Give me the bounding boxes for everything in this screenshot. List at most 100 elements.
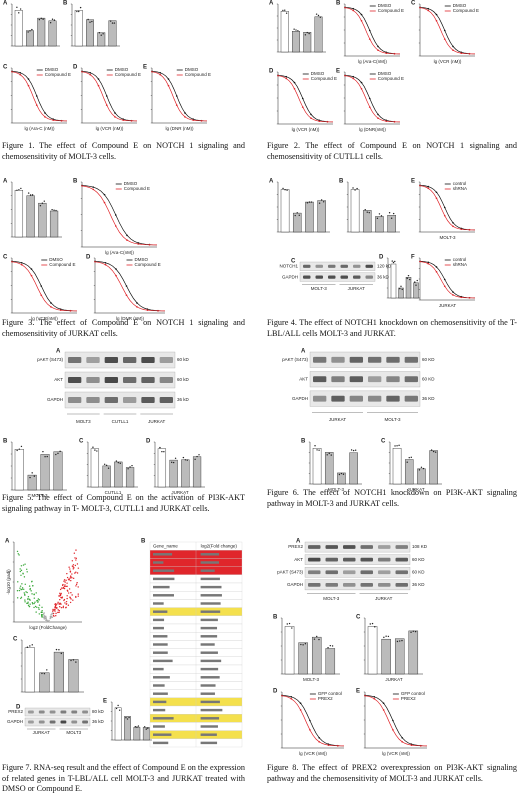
x-axis-label: lg (VCR (nM)) bbox=[96, 126, 124, 131]
group-label: CUTLL1 bbox=[112, 419, 129, 424]
gene-point bbox=[44, 615, 46, 617]
cell-text bbox=[200, 717, 220, 720]
bar bbox=[181, 459, 190, 488]
blot-strip bbox=[299, 272, 376, 282]
gene-point bbox=[74, 564, 77, 567]
gene-point bbox=[69, 568, 71, 570]
band bbox=[159, 357, 173, 363]
band bbox=[360, 570, 373, 575]
gene-point bbox=[33, 597, 36, 599]
curve bbox=[81, 185, 157, 246]
band bbox=[71, 720, 78, 724]
gene-point bbox=[38, 613, 40, 615]
gene-point bbox=[23, 576, 26, 578]
band bbox=[328, 275, 336, 279]
blot-strip bbox=[309, 371, 421, 388]
dot bbox=[282, 9, 284, 12]
bar bbox=[337, 472, 346, 485]
dot bbox=[394, 445, 396, 447]
gene-point bbox=[77, 567, 80, 569]
gene-point bbox=[38, 608, 40, 611]
gene-point bbox=[75, 583, 78, 586]
gene-point bbox=[63, 580, 65, 582]
blot-size: 80 kD bbox=[92, 709, 105, 714]
blot-label: AKT bbox=[294, 557, 303, 562]
bar bbox=[40, 454, 50, 491]
dot bbox=[304, 34, 307, 36]
dot bbox=[350, 449, 353, 451]
bar bbox=[392, 448, 402, 485]
blot-strip bbox=[64, 391, 176, 409]
curve bbox=[277, 74, 334, 123]
cell-text bbox=[153, 585, 170, 589]
curve bbox=[151, 71, 208, 122]
blot-strip bbox=[304, 579, 411, 591]
gene-point bbox=[52, 608, 54, 611]
bar bbox=[280, 10, 289, 53]
dot bbox=[388, 212, 391, 214]
gene-point bbox=[32, 585, 34, 587]
dot bbox=[302, 644, 304, 646]
dot bbox=[172, 461, 175, 464]
band bbox=[349, 395, 363, 402]
dot bbox=[338, 473, 341, 476]
bar bbox=[375, 216, 384, 233]
panel-letter: B bbox=[339, 179, 344, 185]
dot bbox=[59, 450, 61, 453]
dot bbox=[319, 16, 322, 18]
gene-point bbox=[64, 581, 66, 583]
gene-point bbox=[66, 589, 69, 592]
dot bbox=[55, 453, 57, 456]
panel: D JURKAT bbox=[146, 439, 205, 495]
dot bbox=[295, 29, 297, 31]
band bbox=[360, 582, 373, 587]
band bbox=[378, 557, 391, 562]
band bbox=[331, 376, 345, 383]
dot bbox=[328, 452, 330, 455]
blot-size: 60 KD bbox=[412, 557, 425, 562]
gene-point bbox=[47, 620, 50, 623]
bar bbox=[324, 452, 334, 485]
dot bbox=[400, 285, 402, 288]
dot bbox=[391, 260, 393, 262]
x-axis-label: lg (Ara-C (nM)) bbox=[25, 126, 56, 131]
gene-point bbox=[60, 606, 63, 609]
group-label: JURKAT bbox=[33, 730, 50, 735]
gene-point bbox=[72, 568, 74, 570]
gene-point bbox=[70, 576, 72, 578]
cell-text bbox=[153, 667, 164, 671]
band bbox=[71, 710, 78, 714]
dot bbox=[78, 10, 80, 13]
bar bbox=[292, 31, 300, 53]
cell-text bbox=[153, 717, 174, 720]
dot bbox=[420, 466, 423, 468]
dot bbox=[434, 451, 437, 453]
gene-point bbox=[26, 568, 28, 570]
curve bbox=[344, 74, 401, 123]
blot-label: GAPDH bbox=[47, 397, 63, 402]
band bbox=[104, 357, 118, 363]
gene-point bbox=[63, 585, 66, 588]
group-label: MOLT3 bbox=[76, 419, 91, 424]
panel: B MOLT-3 bbox=[301, 439, 362, 492]
bar bbox=[311, 636, 322, 675]
dot bbox=[414, 281, 416, 283]
dot bbox=[369, 623, 371, 625]
cell-text bbox=[200, 585, 222, 589]
cell-text bbox=[153, 692, 168, 695]
bar bbox=[114, 461, 123, 488]
panel-letter: D bbox=[86, 255, 91, 261]
dot bbox=[286, 623, 288, 625]
table-header: log2(Fold change) bbox=[201, 543, 238, 548]
gene-point bbox=[21, 583, 23, 585]
cell-text bbox=[200, 626, 218, 630]
curve bbox=[151, 71, 207, 122]
gene-point bbox=[53, 609, 56, 611]
cell-text bbox=[153, 626, 164, 630]
band bbox=[395, 545, 408, 549]
gene-point bbox=[28, 598, 31, 601]
